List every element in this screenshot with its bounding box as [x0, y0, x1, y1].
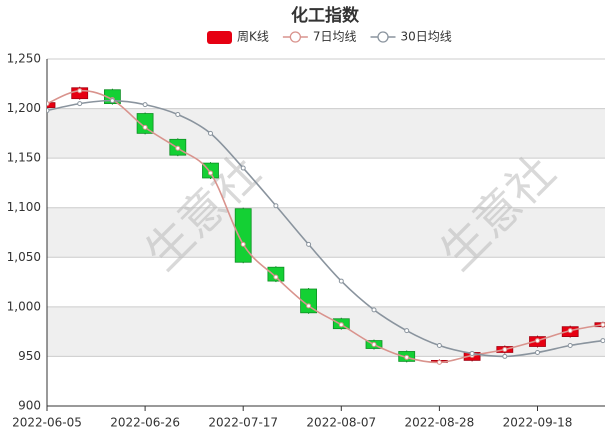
ma-point: [142, 124, 148, 130]
ma-point: [404, 328, 410, 334]
plot: [47, 86, 605, 365]
x-tick-label: 2022-06-05: [12, 416, 82, 430]
candle-body: [267, 266, 285, 282]
ma-point: [502, 346, 508, 352]
legend-swatch: [289, 31, 302, 43]
ma-point: [567, 328, 573, 334]
legend-swatch: [377, 31, 389, 43]
ma-point: [338, 278, 344, 284]
ma-point: [142, 102, 148, 108]
y-tick-label: 1,200: [7, 101, 41, 115]
ma-point: [404, 354, 410, 360]
ma-point: [469, 350, 475, 356]
ma-point: [371, 307, 377, 313]
y-tick-label: 950: [18, 349, 41, 363]
x-tick-label: 2022-07-17: [208, 416, 278, 430]
ma-point: [109, 98, 115, 104]
legend-swatch: [207, 31, 232, 44]
x-tick-label: 2022-09-18: [503, 416, 573, 430]
legend-label: 周K线: [237, 30, 269, 44]
ma-point: [240, 241, 246, 247]
ma-point: [436, 359, 442, 365]
ma-point: [535, 349, 540, 355]
x-tick-label: 2022-08-28: [405, 416, 475, 430]
ma-point: [306, 241, 312, 247]
ma-point: [273, 274, 279, 280]
ma-point: [273, 203, 279, 209]
ma-point: [502, 353, 508, 359]
split-area: [47, 306, 605, 357]
candle-body: [136, 113, 154, 134]
y-tick-label: 1,000: [7, 299, 41, 313]
ma-point: [208, 130, 213, 136]
x-tick-label: 2022-08-07: [306, 416, 376, 430]
chart-title: 化工指数: [291, 5, 360, 26]
ma-point: [175, 112, 181, 118]
ma-point: [436, 343, 442, 349]
ma-point: [208, 170, 213, 176]
ma-point: [175, 145, 181, 151]
y-tick-label: 1,050: [7, 250, 41, 264]
ma-line: [47, 99, 604, 358]
ma-point: [77, 88, 83, 94]
ma-point: [240, 165, 246, 171]
y-tick-label: 1,250: [7, 52, 41, 66]
ma-point: [338, 322, 344, 328]
ma-point: [600, 338, 605, 344]
ma-point: [306, 303, 312, 309]
candle-body: [234, 208, 252, 263]
ma-point: [47, 108, 50, 114]
y-tick-label: 1,100: [7, 200, 41, 214]
ma-point: [567, 343, 573, 349]
ma-point: [47, 101, 50, 107]
ma-point: [371, 342, 377, 348]
candle-body: [47, 102, 56, 108]
y-tick-label: 900: [18, 399, 41, 413]
x-tick-label: 2022-06-26: [110, 416, 180, 430]
legend-label: 7日均线: [313, 30, 357, 44]
ma-point: [600, 322, 605, 328]
y-tick-label: 1,150: [7, 151, 41, 165]
candle-body: [300, 288, 318, 314]
split-area: [47, 207, 605, 258]
legend-label: 30日均线: [401, 30, 452, 44]
ma-point: [535, 338, 540, 344]
ma-point: [77, 101, 83, 107]
